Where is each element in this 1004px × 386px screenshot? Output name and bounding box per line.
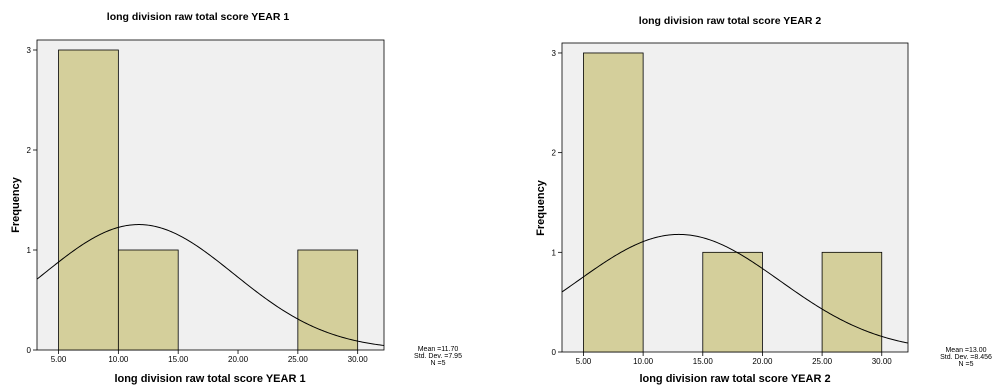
x-tick-label: 30.00 (348, 355, 369, 364)
x-tick-label: 25.00 (812, 357, 833, 366)
y-tick-label: 2 (27, 146, 32, 155)
stats-n: N =5 (431, 360, 446, 367)
x-tick-label: 15.00 (168, 355, 189, 364)
x-tick-label: 20.00 (228, 355, 249, 364)
y-axis-title: Frequency (535, 179, 547, 236)
y-tick-label: 0 (552, 348, 557, 357)
histogram-bar (702, 251, 763, 353)
y-tick-label: 3 (552, 49, 557, 58)
chart-title: long division raw total score YEAR 1 (107, 11, 290, 23)
x-tick-label: 10.00 (108, 355, 129, 364)
y-tick-label: 2 (552, 149, 557, 158)
stats-mean: Mean =13.00 (945, 347, 986, 354)
histogram-bar (583, 52, 644, 353)
x-tick-label: 20.00 (752, 357, 773, 366)
x-axis-title: long division raw total score YEAR 2 (639, 373, 830, 385)
histogram-year-1: long division raw total score YEAR 1 Fre… (10, 11, 462, 385)
x-tick-label: 10.00 (633, 357, 654, 366)
x-tick-label: 30.00 (872, 357, 893, 366)
normal-curve (561, 233, 909, 344)
stats-std-dev: Std. Dev. =8.456 (940, 354, 992, 361)
x-tick-label: 15.00 (693, 357, 714, 366)
histogram-year-2: long division raw total score YEAR 2 Fre… (535, 15, 992, 385)
y-tick-label: 0 (27, 346, 32, 355)
y-tick-label: 3 (27, 46, 32, 55)
stats-n: N =5 (959, 361, 974, 368)
stats-mean: Mean =11.70 (418, 346, 459, 353)
stats-std-dev: Std. Dev. =7.95 (414, 353, 462, 360)
x-tick-label: 5.00 (576, 357, 592, 366)
histogram-bar (297, 249, 359, 351)
x-axis-title: long division raw total score YEAR 1 (114, 373, 305, 385)
y-tick-label: 1 (27, 246, 32, 255)
chart-title: long division raw total score YEAR 2 (639, 15, 822, 27)
histogram-bar (821, 251, 883, 353)
histogram-bar (58, 49, 119, 351)
x-tick-label: 25.00 (288, 355, 309, 364)
x-tick-label: 5.00 (51, 355, 67, 364)
y-axis-title: Frequency (10, 176, 22, 233)
normal-curve (36, 224, 385, 346)
y-tick-label: 1 (552, 248, 557, 257)
histogram-bar (117, 249, 179, 351)
